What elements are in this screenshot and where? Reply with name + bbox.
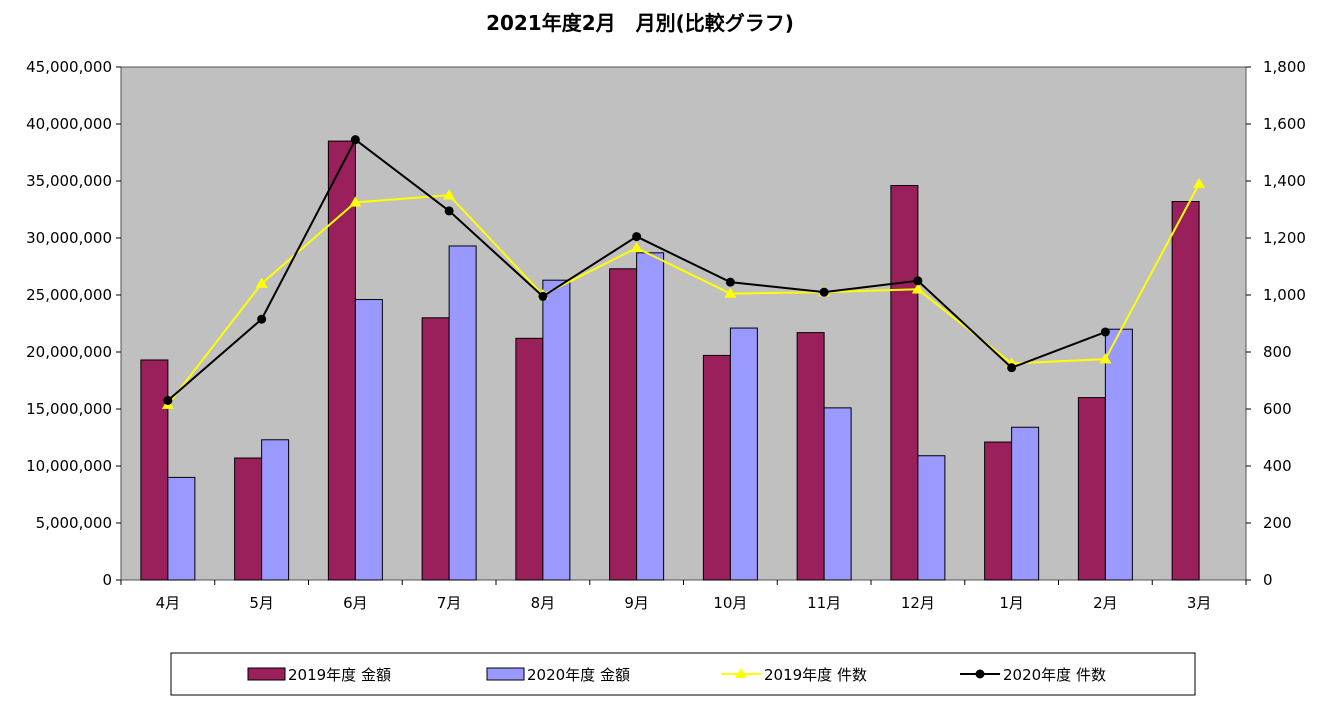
y-right-tick-label: 800 bbox=[1263, 343, 1292, 361]
bar-s2-4 bbox=[448, 245, 477, 581]
point-s2-10 bbox=[1007, 363, 1017, 373]
bar-s2-1 bbox=[167, 476, 196, 581]
y-left-tick-label: 0 bbox=[102, 571, 112, 589]
bar-s2-2 bbox=[261, 439, 290, 581]
y-right-tick-label: 400 bbox=[1263, 457, 1292, 475]
bar-s1-6 bbox=[609, 268, 638, 581]
x-tick-label: 11月 bbox=[807, 594, 841, 612]
point-s1-4 bbox=[443, 189, 456, 200]
lines-layer bbox=[161, 135, 1206, 409]
point-s2-5 bbox=[538, 291, 548, 301]
x-tick-label: 10月 bbox=[713, 594, 747, 612]
legend-swatch-2 bbox=[486, 667, 525, 681]
x-tick-label: 4月 bbox=[156, 594, 181, 612]
x-tick-label: 3月 bbox=[1187, 594, 1212, 612]
point-s2-9 bbox=[913, 276, 923, 286]
legend-box bbox=[170, 652, 1196, 696]
bar-s2-9 bbox=[917, 455, 946, 581]
y-right-tick-label: 0 bbox=[1263, 571, 1273, 589]
plot-area bbox=[120, 66, 1247, 581]
legend-swatch-1 bbox=[247, 667, 286, 681]
y-left-tick-label: 30,000,000 bbox=[26, 229, 112, 247]
bar-s2-8 bbox=[823, 407, 852, 581]
x-tick-label: 1月 bbox=[999, 594, 1024, 612]
legend: 2019年度 金額 2020年度 金額 2019年度 件数 2020年度 件数 bbox=[247, 666, 1106, 684]
bar-s2-3 bbox=[354, 299, 383, 581]
legend-label-1: 2019年度 金額 bbox=[288, 666, 391, 684]
bar-s1-4 bbox=[421, 317, 450, 581]
bar-s2-10 bbox=[1011, 426, 1040, 581]
x-tick-label: 7月 bbox=[437, 594, 462, 612]
point-s2-11 bbox=[1100, 327, 1110, 337]
bar-s1-12 bbox=[1171, 201, 1200, 581]
y-left-tick-label: 15,000,000 bbox=[26, 400, 112, 418]
point-s2-1 bbox=[163, 395, 173, 405]
y-left-tick-label: 45,000,000 bbox=[26, 58, 112, 76]
y-right-tick-label: 1,400 bbox=[1263, 172, 1306, 190]
legend-marker-4 bbox=[975, 669, 985, 679]
x-tick-label: 12月 bbox=[901, 594, 935, 612]
bar-s1-8 bbox=[796, 332, 825, 581]
bars-layer bbox=[140, 140, 1200, 581]
bar-s2-11 bbox=[1104, 328, 1133, 581]
point-s1-9 bbox=[911, 283, 924, 294]
legend-label-2: 2020年度 金額 bbox=[527, 666, 630, 684]
point-s2-7 bbox=[725, 277, 735, 287]
bar-s1-1 bbox=[140, 359, 169, 581]
point-s2-2 bbox=[257, 314, 267, 324]
x-tick-label: 8月 bbox=[531, 594, 556, 612]
point-s1-3 bbox=[349, 196, 362, 207]
bar-s1-2 bbox=[234, 457, 263, 581]
bar-s1-9 bbox=[890, 185, 919, 581]
y-right-tick-label: 600 bbox=[1263, 400, 1292, 418]
y-right-tick-label: 1,000 bbox=[1263, 286, 1306, 304]
bar-s2-6 bbox=[636, 252, 665, 581]
x-tick-label: 6月 bbox=[343, 594, 368, 612]
chart-title: 2021年度2月 月別(比較グラフ) bbox=[486, 11, 794, 35]
axes-layer: 0 5,000,000 10,000,000 15,000,000 20,000,000… bbox=[26, 58, 1306, 612]
bar-s2-7 bbox=[729, 327, 758, 581]
y-left-tick-label: 5,000,000 bbox=[36, 514, 112, 532]
y-right-tick-label: 200 bbox=[1263, 514, 1292, 532]
bar-s1-11 bbox=[1077, 397, 1106, 581]
bar-s2-5 bbox=[542, 279, 571, 581]
point-s2-4 bbox=[444, 206, 454, 216]
bar-s1-10 bbox=[984, 441, 1013, 581]
y-right-tick-label: 1,600 bbox=[1263, 115, 1306, 133]
point-s1-12 bbox=[1193, 177, 1206, 189]
legend-marker-3 bbox=[735, 668, 747, 678]
x-tick-label: 5月 bbox=[249, 594, 274, 612]
x-tick-label: 2月 bbox=[1093, 594, 1118, 612]
legend-label-3: 2019年度 件数 bbox=[764, 666, 867, 684]
y-right-tick-label: 1,800 bbox=[1263, 58, 1306, 76]
bar-s1-7 bbox=[702, 354, 731, 581]
y-left-tick-label: 10,000,000 bbox=[26, 457, 112, 475]
point-s1-7 bbox=[724, 287, 737, 298]
point-s1-11 bbox=[1099, 353, 1112, 364]
x-tick-label: 9月 bbox=[624, 594, 649, 612]
y-left-tick-label: 20,000,000 bbox=[26, 343, 112, 361]
point-s2-8 bbox=[819, 287, 829, 297]
y-right-tick-label: 1,200 bbox=[1263, 229, 1306, 247]
point-s1-6 bbox=[630, 241, 643, 253]
y-left-tick-label: 35,000,000 bbox=[26, 172, 112, 190]
point-s1-2 bbox=[255, 277, 268, 288]
y-left-tick-label: 40,000,000 bbox=[26, 115, 112, 133]
legend-label-4: 2020年度 件数 bbox=[1003, 666, 1106, 684]
point-s2-6 bbox=[632, 232, 642, 242]
point-s2-3 bbox=[350, 135, 360, 145]
bar-s1-5 bbox=[515, 337, 544, 581]
y-left-tick-label: 25,000,000 bbox=[26, 286, 112, 304]
